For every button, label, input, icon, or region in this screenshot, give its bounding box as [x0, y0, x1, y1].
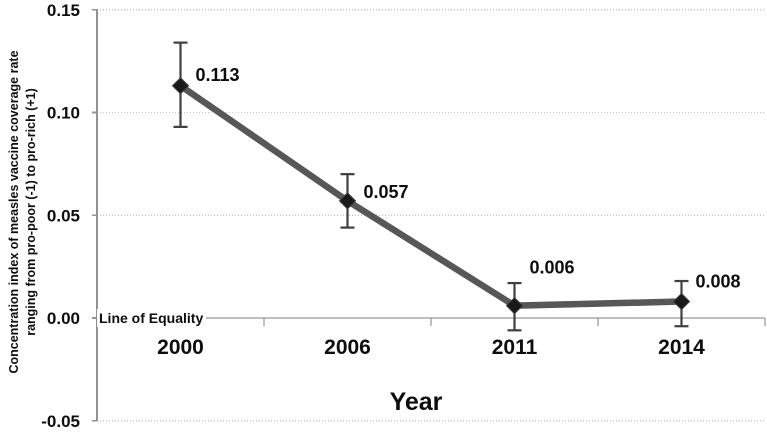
y-axis-title-line2: ranging from pro-poor (-1) to pro-rich (…: [24, 88, 38, 336]
x-tick-label: 2014: [658, 336, 705, 359]
data-label: 0.057: [364, 182, 409, 202]
y-tick-label: 0.15: [47, 1, 80, 20]
y-tick-label: 0.05: [47, 206, 80, 225]
data-label: 0.006: [530, 258, 575, 278]
data-label: 0.008: [696, 272, 741, 292]
x-tick-label: 2011: [492, 336, 538, 359]
data-label: 0.113: [196, 65, 240, 85]
series-line: [178, 83, 682, 309]
diamond-marker: [672, 292, 691, 311]
y-axis-title-line1: Concentration index of measles vaccine c…: [7, 50, 21, 374]
y-tick-label: -0.05: [41, 412, 80, 431]
x-axis-title: Year: [389, 388, 443, 416]
diamond-marker: [338, 192, 357, 210]
y-tick-label: 0.10: [47, 104, 80, 123]
diamond-marker: [171, 77, 190, 95]
x-tick-label: 2000: [157, 336, 204, 359]
y-tick-label: 0.00: [47, 309, 80, 328]
diamond-marker: [505, 296, 524, 315]
x-tick-label: 2006: [324, 336, 371, 359]
line-of-equality-label: Line of Equality: [97, 309, 207, 327]
y-axis-title: Concentration index of measles vaccine c…: [6, 22, 40, 402]
